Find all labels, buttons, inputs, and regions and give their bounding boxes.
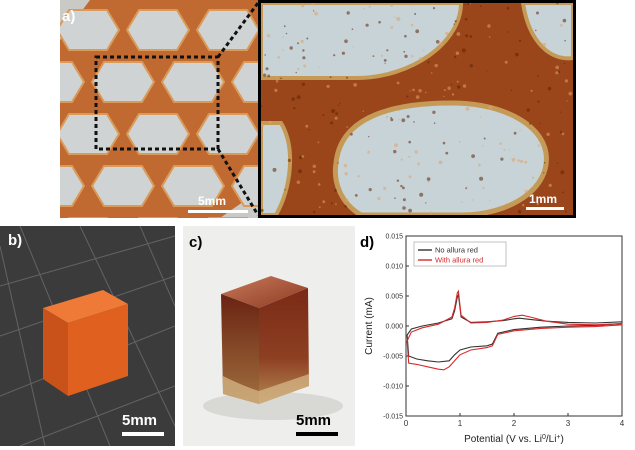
lattice-zoom-image <box>261 3 573 215</box>
zoom-region-box <box>94 55 220 151</box>
x-tick-label: 2 <box>512 419 517 428</box>
y-tick-label: 0.015 <box>385 234 403 241</box>
scale-bar-c <box>296 432 338 436</box>
panel-b-cube-model: b) 5mm <box>0 226 175 446</box>
y-tick-label: 0.005 <box>385 294 403 301</box>
x-tick-label: 4 <box>620 419 625 428</box>
panel-a-overview-micrograph: a) 5mm <box>60 0 260 218</box>
scale-label-a-right: 1mm <box>529 192 558 206</box>
panel-d-label: d) <box>360 234 375 251</box>
panel-b-label: b) <box>8 232 23 249</box>
panel-c-label: c) <box>189 234 203 251</box>
scale-bar-b <box>122 432 164 436</box>
cube-photo <box>203 276 343 420</box>
y-axis-label: Current (mA) <box>364 297 375 355</box>
panel-c-printed-cube-photo: c) 5mm <box>183 226 355 446</box>
panel-a-label: a) <box>62 8 76 25</box>
scale-label-c: 5mm <box>296 412 332 429</box>
x-tick-label: 0 <box>404 419 409 428</box>
y-tick-label: -0.005 <box>383 354 403 361</box>
cube-render <box>0 226 175 446</box>
x-tick-label: 1 <box>458 419 463 428</box>
panel-a-zoom-micrograph: 1mm <box>258 0 576 218</box>
legend-label-2: With allura red <box>435 256 483 265</box>
series-line-1 <box>406 292 623 363</box>
y-tick-label: 0.010 <box>385 264 403 271</box>
legend-label-1: No allura red <box>435 246 478 255</box>
x-axis-label: Potential (V vs. Li0/Li+) <box>464 434 564 446</box>
series-line-2 <box>406 289 623 371</box>
y-tick-label: -0.010 <box>383 384 403 391</box>
y-tick-label: -0.015 <box>383 414 403 421</box>
scale-bar-a-right <box>526 207 564 210</box>
y-tick-label: 0.000 <box>385 324 403 331</box>
panel-d-cv-chart: d) 0.015 0.010 0.005 0.000 -0.005 -0.010 -0.01… <box>358 226 635 450</box>
scale-label-b: 5mm <box>122 412 158 429</box>
x-tick-label: 3 <box>566 419 571 428</box>
